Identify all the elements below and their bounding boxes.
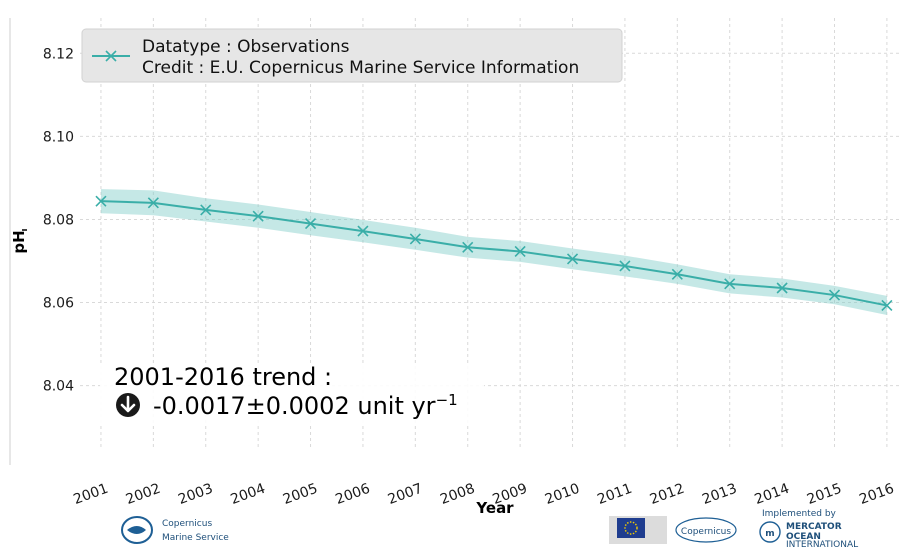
- data-point-marker: [147, 197, 159, 209]
- svg-text:m: m: [765, 529, 774, 539]
- legend-line-2: Credit : E.U. Copernicus Marine Service …: [142, 58, 579, 78]
- legend: Datatype : Observations Credit : E.U. Co…: [81, 28, 623, 83]
- y-tick-label: 8.08: [43, 212, 74, 228]
- trend-annotation-box: [100, 363, 484, 425]
- data-point-marker: [200, 204, 212, 216]
- data-point-marker: [828, 289, 841, 301]
- x-tick-label: 2010: [543, 481, 582, 508]
- data-point-marker: [619, 260, 631, 272]
- x-tick-label: 2004: [229, 481, 268, 508]
- legend-line-1: Datatype : Observations: [142, 37, 350, 57]
- x-tick-label: 2001: [71, 481, 110, 508]
- y-axis-title: pH: [10, 230, 28, 253]
- x-tick-label: 2006: [333, 481, 372, 508]
- logo-mercator-line2: OCEAN: [786, 532, 821, 542]
- copernicus-marine-logo: Copernicus Marine Service: [121, 516, 229, 544]
- data-point-marker: [462, 241, 474, 253]
- copernicus-logo: Copernicus: [675, 517, 737, 543]
- data-point-marker: [252, 210, 264, 222]
- data-point-marker: [357, 225, 369, 237]
- grid: [80, 18, 900, 450]
- data-point-marker: [671, 268, 683, 280]
- data-point-marker: [881, 299, 893, 312]
- y-tick-label: 8.04: [43, 379, 74, 395]
- x-tick-label: 2016: [857, 481, 896, 508]
- y-tick-labels: 8.04 8.06 8.08 8.10 8.12: [43, 46, 74, 394]
- x-tick-label: 2003: [176, 481, 215, 508]
- y-tick-label: 8.10: [43, 129, 74, 145]
- x-tick-label: 2012: [648, 481, 687, 508]
- uncertainty-band: [100, 189, 887, 315]
- x-tick-label: 2013: [700, 481, 739, 508]
- logo-mercator-line1: MERCATOR: [786, 522, 842, 532]
- legend-box: [81, 28, 623, 83]
- x-tick-label: 2008: [438, 481, 477, 508]
- logo-cmems-line1: Copernicus: [162, 519, 212, 529]
- data-point-marker: [514, 245, 526, 258]
- eu-flag-logo: [609, 516, 667, 544]
- trend-value: -0.0017±0.0002 unit yr−1: [153, 391, 458, 420]
- trend-annotation: 2001-2016 trend : -0.0017±0.0002 unit yr…: [100, 363, 484, 425]
- legend-marker-swatch: [105, 50, 117, 62]
- x-tick-label: 2011: [595, 481, 634, 508]
- logo-copernicus-text: Copernicus: [681, 527, 731, 537]
- y-tick-label: 8.12: [43, 46, 74, 62]
- mercator-ocean-logo: Implemented by m MERCATOR OCEAN INTERNAT…: [759, 509, 858, 550]
- x-tick-label: 2005: [281, 481, 320, 508]
- x-tick-label: 2002: [124, 481, 163, 508]
- logo-mercator-line3: INTERNATIONAL: [786, 540, 858, 550]
- logo-mercator-implemented: Implemented by: [762, 509, 837, 519]
- data-point-marker: [409, 233, 421, 245]
- x-tick-label: 2007: [386, 481, 425, 508]
- logo-cmems-line2: Marine Service: [162, 533, 229, 543]
- trend-title: 2001-2016 trend :: [114, 363, 332, 391]
- x-axis-title: Year: [475, 499, 514, 517]
- data-point-marker: [304, 218, 317, 230]
- arrow-down-icon: [116, 393, 140, 417]
- x-tick-label: 2014: [753, 481, 792, 508]
- data-point-marker: [724, 278, 736, 290]
- data-point-marker: [566, 253, 579, 265]
- y-tick-label: 8.06: [43, 296, 74, 312]
- x-tick-label: 2015: [805, 481, 844, 508]
- series-markers: [95, 195, 893, 312]
- series-line: [100, 200, 888, 307]
- data-point-marker: [95, 195, 107, 207]
- data-point-marker: [776, 282, 788, 294]
